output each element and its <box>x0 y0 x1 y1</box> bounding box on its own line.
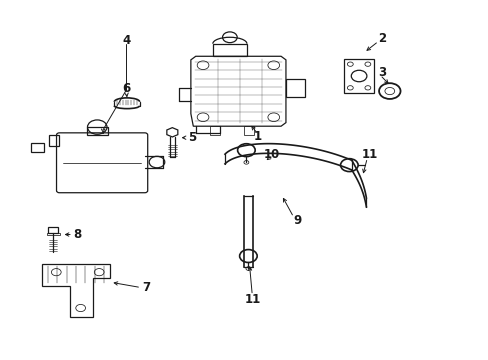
Text: 9: 9 <box>292 214 301 227</box>
Text: 11: 11 <box>244 293 261 306</box>
Bar <box>344 59 373 93</box>
Text: 1: 1 <box>253 130 261 144</box>
Bar <box>210 126 220 135</box>
Text: 3: 3 <box>378 66 386 79</box>
Text: 7: 7 <box>142 281 150 294</box>
Bar <box>49 135 60 146</box>
Text: 8: 8 <box>74 228 81 241</box>
Text: 5: 5 <box>187 131 196 144</box>
Bar <box>48 227 58 233</box>
Bar <box>86 127 108 135</box>
Bar <box>285 79 305 97</box>
Bar <box>244 126 254 135</box>
Text: 11: 11 <box>362 148 378 161</box>
Bar <box>212 44 246 56</box>
Bar <box>46 233 60 235</box>
Text: 2: 2 <box>378 32 386 45</box>
Text: 4: 4 <box>122 34 130 48</box>
Text: 10: 10 <box>263 148 279 161</box>
Bar <box>31 143 44 152</box>
Text: 6: 6 <box>122 82 130 95</box>
